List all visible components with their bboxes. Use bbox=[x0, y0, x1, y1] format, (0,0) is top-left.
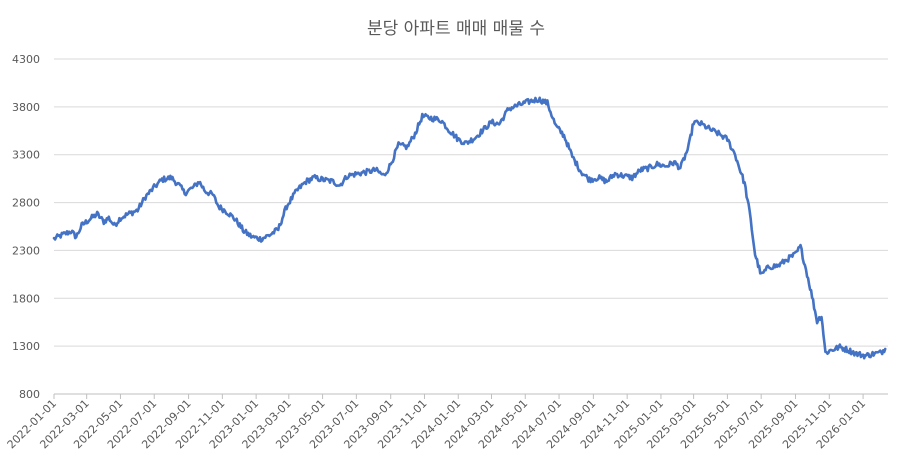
y-axis-tick-labels: 4300 3800 3300 2800 2300 1800 1300 800 bbox=[12, 53, 40, 401]
y-tick-label: 1800 bbox=[12, 292, 40, 305]
y-tick-label: 2300 bbox=[12, 244, 40, 257]
series-line bbox=[52, 96, 887, 360]
gridlines bbox=[53, 58, 888, 399]
y-tick-label: 1300 bbox=[12, 340, 40, 353]
y-tick-label: 4300 bbox=[12, 53, 40, 66]
y-tick-label: 800 bbox=[19, 388, 40, 401]
y-tick-label: 3300 bbox=[12, 149, 40, 162]
y-tick-label: 2800 bbox=[12, 197, 40, 210]
y-tick-label: 3800 bbox=[12, 101, 40, 114]
chart-title: 분당 아파트 매매 매물 수 bbox=[367, 19, 545, 39]
series-layer bbox=[52, 96, 887, 360]
x-axis-tick-labels: 2022-01-012022-03-012022-05-012022-07-01… bbox=[5, 397, 868, 451]
